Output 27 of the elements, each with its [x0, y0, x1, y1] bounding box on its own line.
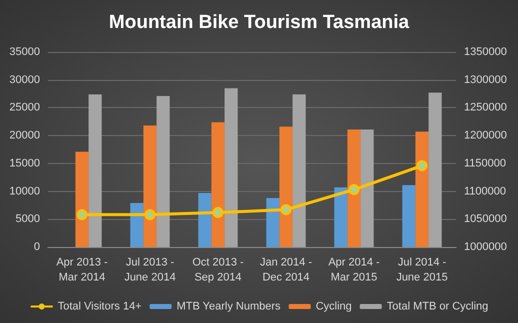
y2-tick-label: 1300000 — [464, 74, 507, 86]
y-tick-label: 10000 — [9, 185, 40, 198]
y-tick-label: 5000 — [16, 213, 40, 226]
y-tick-label: 25000 — [9, 102, 40, 114]
x-tick-label: Jan 2014 - Dec 2014 — [260, 256, 312, 284]
y2-tick-label: 1150000 — [464, 157, 506, 170]
chart-title: Mountain Bike Tourism Tasmania — [108, 12, 410, 33]
y-tick-label: 0 — [34, 241, 40, 253]
x-tick-label: Apr 2014 - Mar 2015 — [328, 256, 380, 284]
legend-label: Total Visitors 14+ — [58, 300, 142, 312]
y2-tick-label: 1350000 — [464, 46, 507, 58]
legend-label: Total MTB or Cycling — [386, 300, 488, 312]
x-tick-label: Jul 2014 - June 2015 — [396, 256, 448, 284]
y2-tick-label: 1100000 — [464, 185, 506, 198]
x-tick-label: Oct 2013 - Sep 2014 — [192, 256, 244, 284]
y-tick-label: 35000 — [9, 46, 40, 58]
y2-tick-label: 1200000 — [464, 130, 507, 142]
y-tick-label: 30000 — [9, 74, 40, 86]
x-tick-label: Apr 2013 - Mar 2014 — [56, 256, 108, 284]
y-tick-label: 15000 — [9, 157, 40, 170]
y2-tick-label: 1050000 — [464, 213, 507, 226]
y-tick-label: 20000 — [9, 130, 40, 142]
y2-tick-label: 1250000 — [464, 102, 507, 114]
y2-tick-label: 1000000 — [464, 241, 507, 253]
x-tick-label: Jul 2013 - June 2014 — [124, 256, 176, 284]
legend-label: MTB Yearly Numbers — [176, 300, 282, 312]
legend-label: Cycling — [316, 300, 352, 312]
